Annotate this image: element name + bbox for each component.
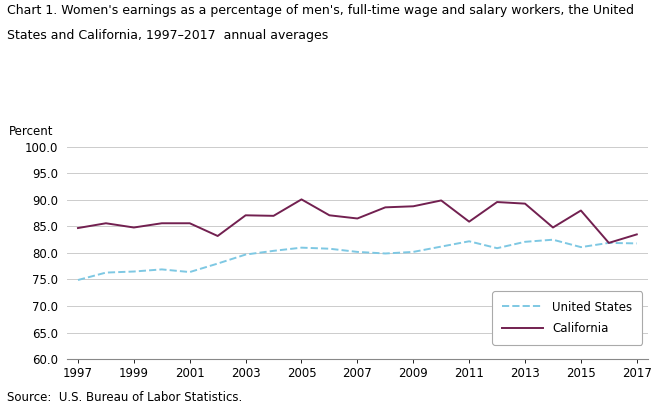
California bbox=[493, 200, 501, 204]
United States bbox=[437, 244, 445, 249]
United States bbox=[605, 240, 613, 245]
California bbox=[633, 232, 641, 237]
United States bbox=[409, 249, 418, 254]
Text: Chart 1. Women's earnings as a percentage of men's, full-time wage and salary wo: Chart 1. Women's earnings as a percentag… bbox=[7, 4, 634, 17]
United States bbox=[549, 237, 557, 242]
United States bbox=[381, 251, 389, 256]
United States bbox=[465, 239, 473, 244]
United States bbox=[577, 245, 585, 250]
California bbox=[214, 233, 222, 238]
United States bbox=[242, 252, 250, 257]
Text: Source:  U.S. Bureau of Labor Statistics.: Source: U.S. Bureau of Labor Statistics. bbox=[7, 391, 242, 404]
California bbox=[577, 208, 585, 213]
California bbox=[325, 213, 333, 218]
United States bbox=[353, 249, 361, 254]
United States bbox=[214, 261, 222, 266]
Line: California: California bbox=[78, 200, 637, 243]
California bbox=[242, 213, 250, 218]
United States bbox=[270, 248, 278, 253]
California bbox=[74, 226, 82, 231]
California bbox=[437, 198, 445, 203]
Text: Percent: Percent bbox=[9, 125, 53, 138]
California bbox=[270, 213, 278, 218]
California bbox=[465, 219, 473, 224]
California bbox=[549, 225, 557, 230]
California bbox=[605, 240, 613, 245]
Legend: United States, California: United States, California bbox=[492, 291, 642, 345]
United States bbox=[325, 246, 333, 251]
United States bbox=[102, 270, 110, 275]
United States bbox=[74, 277, 82, 282]
California bbox=[353, 216, 361, 221]
Line: United States: United States bbox=[78, 239, 637, 280]
United States bbox=[297, 245, 305, 250]
California bbox=[158, 221, 166, 226]
California bbox=[381, 205, 389, 210]
California bbox=[102, 221, 110, 226]
United States bbox=[521, 239, 529, 244]
United States bbox=[633, 241, 641, 246]
United States bbox=[186, 270, 194, 275]
United States bbox=[158, 267, 166, 272]
California bbox=[409, 204, 418, 209]
California bbox=[186, 221, 194, 226]
Text: States and California, 1997–2017  annual averages: States and California, 1997–2017 annual … bbox=[7, 29, 328, 42]
United States bbox=[130, 269, 138, 274]
California bbox=[130, 225, 138, 230]
United States bbox=[493, 246, 501, 251]
California bbox=[521, 201, 529, 206]
California bbox=[297, 197, 305, 202]
